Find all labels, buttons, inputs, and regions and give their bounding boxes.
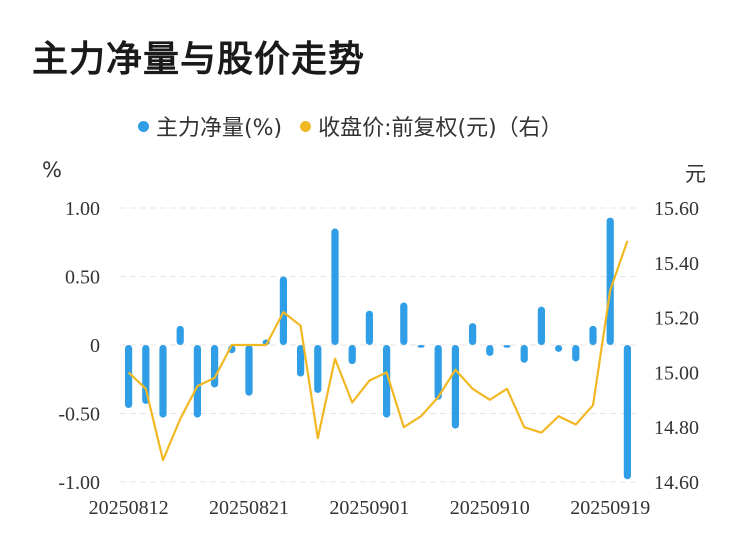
bar-net-volume: [589, 325, 597, 345]
bar-net-volume: [193, 345, 202, 418]
left-axis-tick-label: 1.00: [65, 198, 100, 220]
legend-item-net-volume[interactable]: 主力净量(%): [138, 110, 282, 142]
bar-net-volume: [417, 345, 425, 348]
line-close-price: [127, 240, 629, 462]
bar-net-volume: [245, 345, 253, 396]
right-axis-tick-label: 14.60: [654, 472, 699, 494]
x-axis-tick-label: 20250910: [450, 497, 530, 519]
bar-net-volume: [520, 345, 528, 363]
bar-net-volume: [279, 276, 288, 345]
bar-net-volume: [606, 217, 614, 345]
left-axis-tick-label: -1.00: [58, 472, 100, 494]
bar-net-volume: [176, 325, 184, 345]
bar-net-volume: [623, 345, 632, 480]
legend-label-net-volume: 主力净量(%): [156, 116, 283, 141]
legend-label-close-price: 收盘价:前复权(元)（右）: [318, 116, 563, 141]
legend-marker-bar: [138, 120, 149, 132]
bar-net-volume: [142, 345, 150, 404]
right-axis-unit: 元: [685, 162, 706, 186]
right-axis-tick-label: 15.20: [654, 308, 699, 330]
bar-net-volume: [486, 345, 494, 356]
bar-net-volume: [554, 345, 563, 352]
legend: 主力净量(%) 收盘价:前复权(元)（右）: [138, 110, 581, 142]
left-axis-tick-label: 0: [90, 335, 100, 357]
bar-net-volume: [503, 345, 511, 348]
bar-net-volume: [159, 345, 167, 418]
right-axis-tick-label: 15.40: [654, 253, 699, 275]
x-axis-tick-label: 20250812: [89, 497, 169, 519]
bar-net-volume: [210, 345, 219, 388]
bar-net-volume: [400, 302, 408, 345]
left-axis-tick-label: 0.50: [65, 267, 100, 289]
bar-net-volume: [382, 345, 391, 418]
legend-marker-line: [300, 120, 312, 132]
x-axis-tick-label: 20250919: [570, 497, 650, 519]
bar-net-volume: [296, 345, 305, 377]
chart-title: 主力净量与股价走势: [32, 39, 366, 80]
right-axis-tick-label: 15.00: [654, 362, 699, 384]
bar-net-volume: [348, 345, 356, 365]
left-axis-tick-label: -0.50: [58, 404, 100, 426]
x-axis-tick-label: 20250901: [329, 497, 409, 519]
bar-net-volume: [434, 345, 442, 400]
bar-net-volume: [365, 310, 374, 345]
x-axis-tick-label: 20250821: [209, 497, 289, 519]
bar-net-volume: [468, 323, 477, 345]
left-axis-unit: %: [42, 158, 62, 182]
right-axis-tick-label: 15.60: [654, 198, 699, 220]
bar-net-volume: [451, 345, 460, 429]
bar-net-volume: [314, 345, 322, 393]
bar-net-volume: [124, 345, 133, 409]
bar-net-volume: [537, 306, 546, 345]
bar-net-volume: [572, 345, 580, 362]
bar-net-volume: [331, 228, 339, 345]
legend-item-close-price[interactable]: 收盘价:前复权(元)（右）: [300, 110, 563, 142]
right-axis-tick-label: 14.80: [654, 417, 699, 439]
